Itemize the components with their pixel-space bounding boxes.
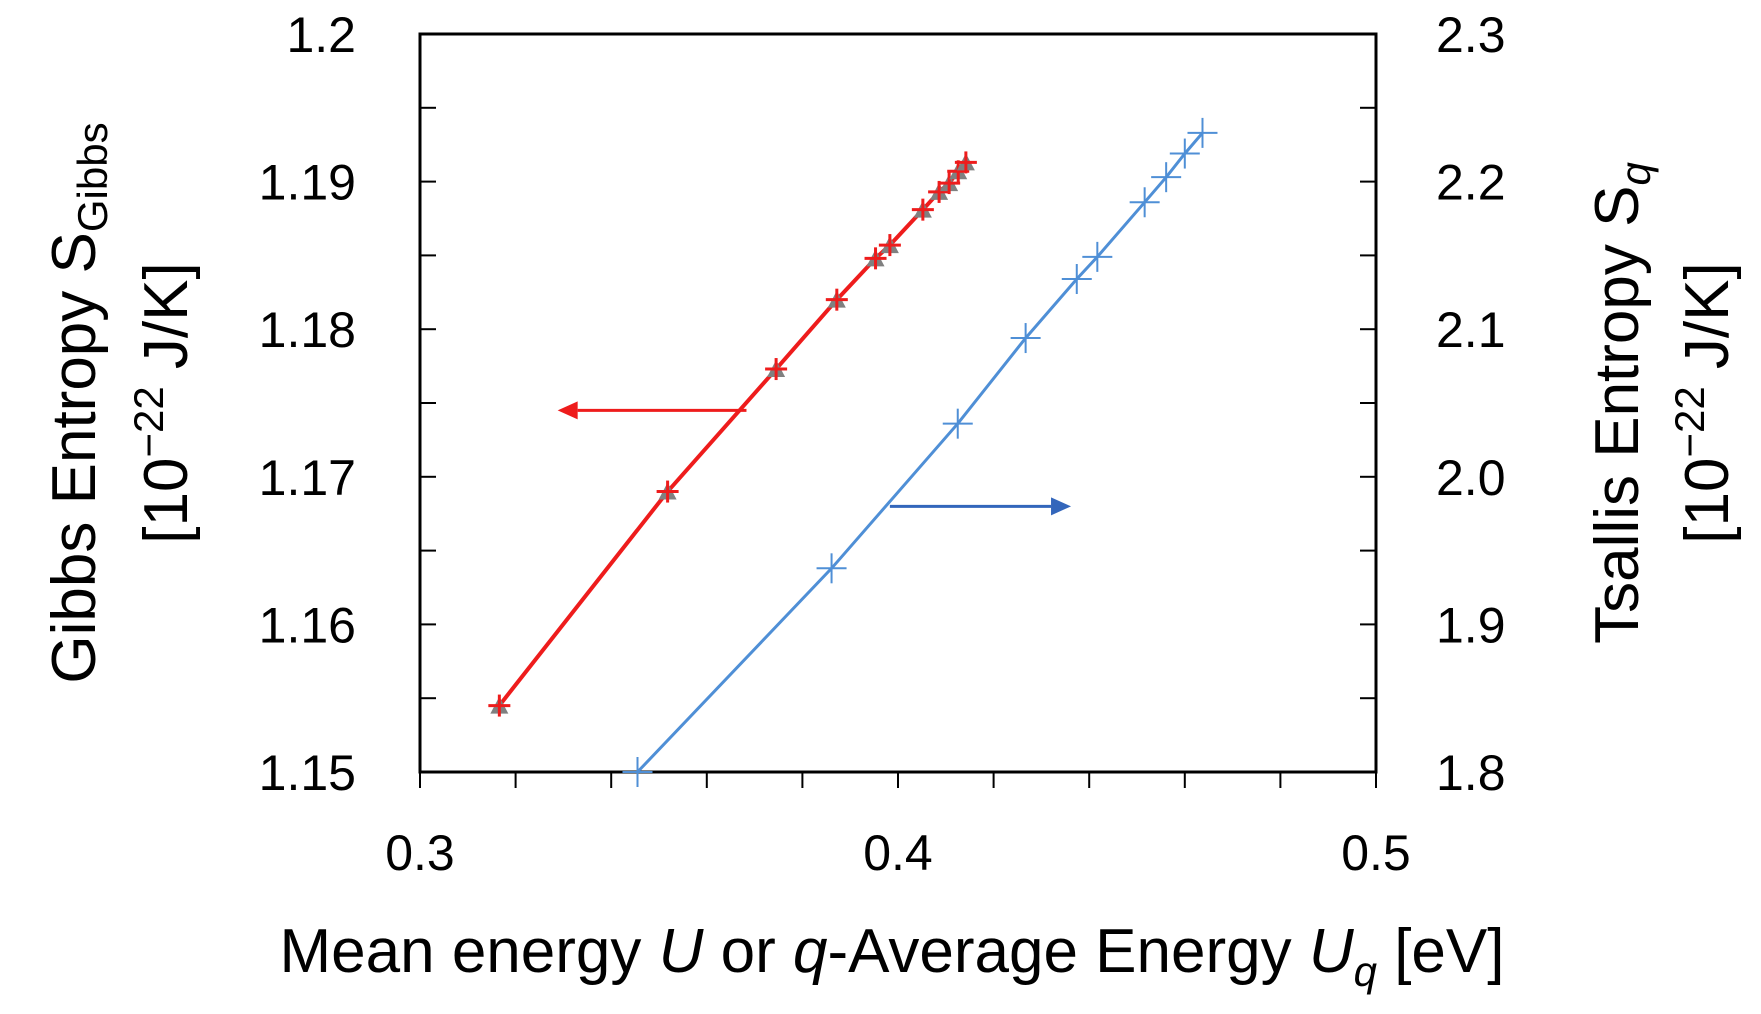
- y-right-tick-label: 2.1: [1436, 302, 1506, 358]
- y-right-tick-label: 2.2: [1436, 155, 1506, 211]
- y-left-tick-label: 1.17: [259, 450, 356, 506]
- y-left-tick-label: 1.2: [286, 7, 356, 63]
- tsallis-entropy-line: [636, 131, 1204, 774]
- series-group: [488, 117, 1218, 787]
- x-axis-title: Mean energy U or q-Average Energy Uq [eV…: [280, 917, 1505, 995]
- y-left-tick-labels: 1.15 1.16 1.17 1.18 1.19 1.2: [259, 7, 356, 801]
- y-left-tick-label: 1.18: [259, 302, 356, 358]
- plot-frame: [418, 32, 1378, 774]
- y-left-tick-label: 1.16: [259, 597, 356, 653]
- x-tick-labels: 0.3 0.4 0.5: [385, 825, 1411, 881]
- y-right-tick-labels: 1.8 1.9 2.0 2.1 2.2 2.3: [1436, 7, 1506, 801]
- y-left-tick-label: 1.19: [259, 155, 356, 211]
- x-tick-label: 0.5: [1341, 825, 1411, 881]
- svg-text:[10−22 J/K]: [10−22 J/K]: [125, 262, 201, 543]
- x-tick-label: 0.3: [385, 825, 455, 881]
- svg-text:Tsallis Entropy Sq: Tsallis Entropy Sq: [1583, 162, 1659, 644]
- axis-ticks: [419, 33, 1377, 788]
- svg-text:[10−22 J/K]: [10−22 J/K]: [1666, 262, 1742, 543]
- y-right-tick-label: 1.9: [1436, 597, 1506, 653]
- arrow-to-right-axis-head: [1051, 497, 1072, 516]
- y-right-title: Tsallis Entropy Sq [10−22 J/K]: [1583, 162, 1742, 644]
- y-right-tick-label: 1.8: [1436, 745, 1506, 801]
- y-left-title: Gibbs Entropy SGibbs [10−22 J/K]: [40, 122, 201, 683]
- y-right-tick-label: 2.3: [1436, 7, 1506, 63]
- arrow-to-left-axis-head: [557, 401, 578, 420]
- annotation-arrows: [557, 401, 1072, 516]
- y-right-tick-label: 2.0: [1436, 450, 1506, 506]
- svg-text:Gibbs Entropy SGibbs: Gibbs Entropy SGibbs: [40, 122, 116, 683]
- x-tick-label: 0.4: [863, 825, 933, 881]
- y-left-tick-label: 1.15: [259, 745, 356, 801]
